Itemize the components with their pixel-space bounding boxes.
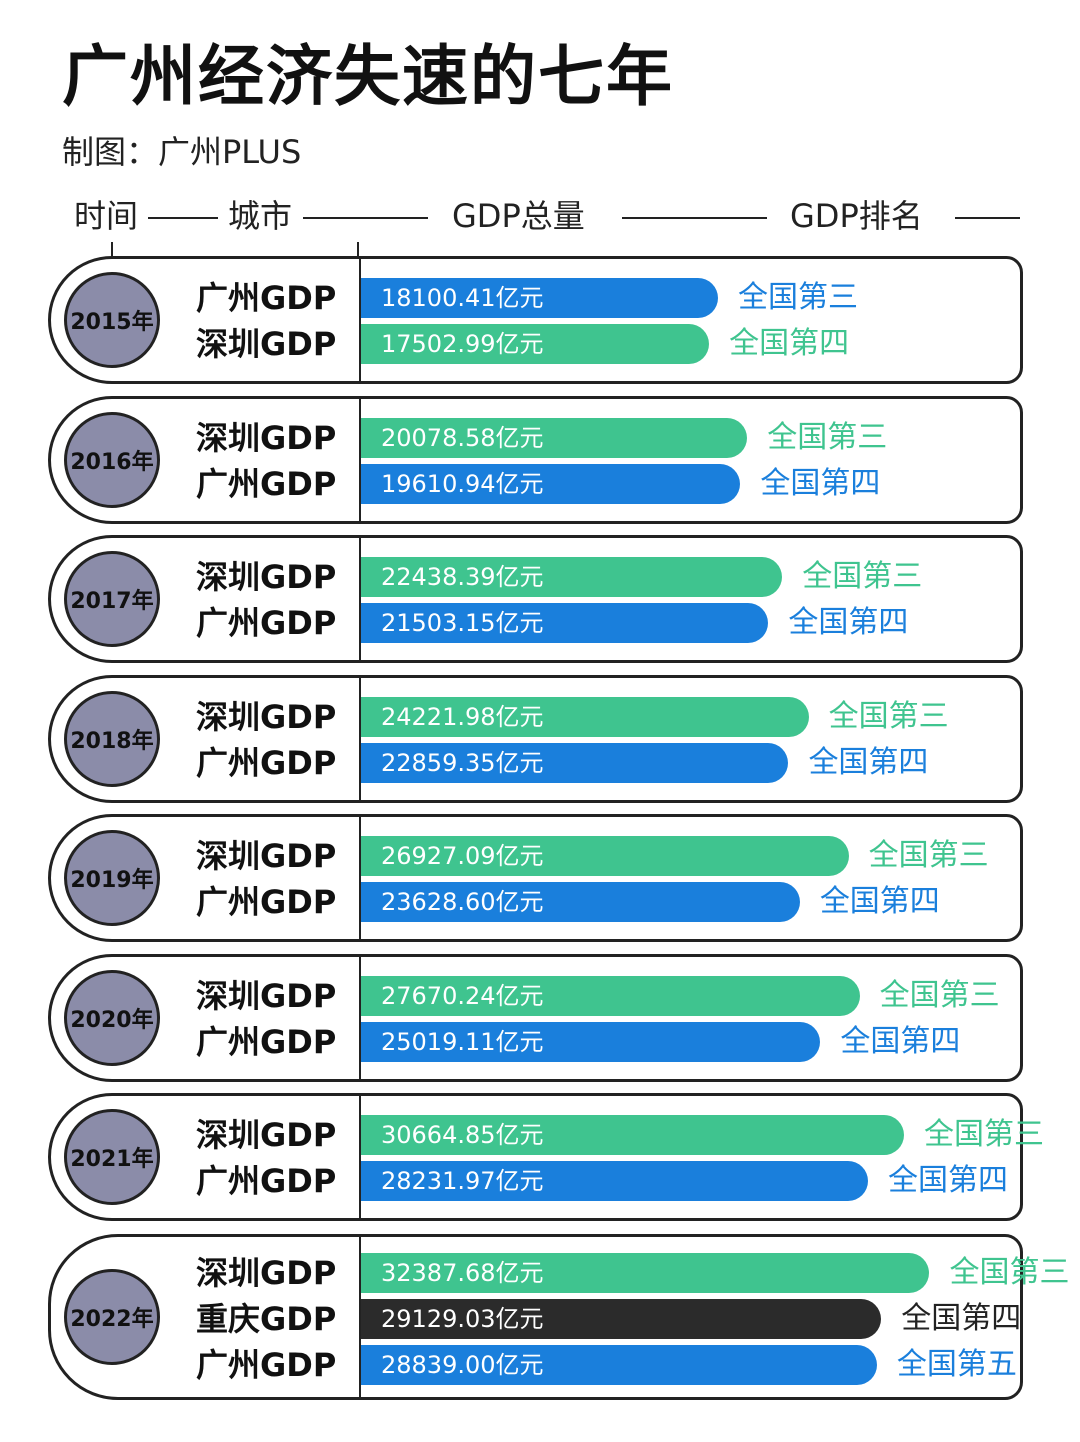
year-panel: 2021年 深圳GDP 30664.85亿元 全国第三广州GDP 28231.97亿元全…	[48, 1093, 1044, 1221]
city-label: 深圳GDP	[196, 558, 337, 596]
city-label: 广州GDP	[196, 1162, 337, 1200]
gdp-bar-guangzhou: 21503.15亿元	[361, 603, 769, 643]
year-badge: 2015年	[64, 272, 160, 368]
rank-label: 全国第四	[808, 744, 929, 780]
city-label: 广州GDP	[196, 883, 337, 921]
gdp-bar-guangzhou: 18100.41亿元	[361, 278, 718, 318]
rank-label: 全国第三	[949, 1255, 1070, 1290]
rank-label: 全国第四	[901, 1301, 1022, 1336]
column-divider	[359, 398, 361, 521]
page-title: 广州经济失速的七年	[62, 38, 674, 115]
city-label: 深圳GDP	[196, 697, 337, 736]
rank-label: 全国第四	[819, 884, 940, 919]
gdp-bar-shenzhen: 30664.85亿元	[361, 1115, 904, 1155]
gdp-bar-guangzhou: 28839.00亿元	[361, 1345, 877, 1385]
city-label: 深圳GDP	[196, 418, 337, 457]
rank-label: 全国第三	[738, 280, 858, 315]
gdp-bar-shenzhen: 27670.24亿元	[361, 975, 860, 1016]
gdp-bar-shenzhen: 24221.98亿元	[361, 696, 809, 737]
gdp-bar-guangzhou: 28231.97亿元	[361, 1161, 868, 1201]
year-badge: 2021年	[64, 1109, 160, 1205]
city-label: 深圳GDP	[196, 1254, 337, 1292]
rank-label: 全国第三	[923, 1117, 1044, 1152]
gdp-bar-shenzhen: 17502.99亿元	[361, 324, 710, 364]
gdp-bar-guangzhou: 23628.60亿元	[361, 882, 800, 922]
gdp-bar-shenzhen: 32387.68亿元	[361, 1253, 930, 1293]
city-label: 广州GDP	[196, 743, 337, 782]
year-panel: 2016年 深圳GDP 20078.58亿元 全国第三广州GDP 19610.94亿元全…	[48, 395, 1023, 524]
city-label: 深圳GDP	[196, 837, 337, 875]
column-divider	[359, 817, 361, 939]
timeline-tick	[111, 242, 113, 257]
city-label: 广州GDP	[196, 1022, 337, 1061]
year-badge: 2022年	[64, 1269, 160, 1365]
city-label: 广州GDP	[196, 1346, 337, 1384]
rank-label: 全国第三	[879, 977, 1000, 1013]
rank-label: 全国第三	[802, 559, 923, 594]
header-line	[303, 217, 428, 219]
gdp-bar-shenzhen: 20078.58亿元	[361, 417, 748, 458]
header-city: 城市	[228, 197, 293, 235]
rank-label: 全国第四	[760, 465, 881, 501]
column-divider	[359, 1237, 361, 1397]
year-badge: 2020年	[64, 969, 160, 1066]
year-badge: 2016年	[64, 411, 160, 508]
year-badge: 2018年	[64, 690, 160, 787]
column-divider	[359, 538, 361, 660]
year-panel: 2019年 深圳GDP 26927.09亿元 全国第三广州GDP 23628.60亿元全…	[48, 814, 1023, 942]
column-divider	[359, 259, 361, 381]
column-divider	[359, 956, 361, 1079]
header-gdp-rank: GDP排名	[790, 197, 923, 235]
rank-label: 全国第三	[767, 419, 888, 455]
header-gdp-total: GDP总量	[452, 197, 585, 235]
rank-label: 全国第四	[887, 1163, 1008, 1198]
header-line	[622, 217, 767, 219]
column-divider	[359, 1096, 361, 1218]
year-panel: 2022年 深圳GDP 32387.68亿元 全国第三重庆GDP 29129.03亿元全…	[48, 1234, 1069, 1400]
rank-label: 全国第四	[788, 605, 909, 640]
gdp-bar-shenzhen: 22438.39亿元	[361, 557, 783, 597]
city-label: 广州GDP	[196, 279, 337, 317]
gdp-bar-guangzhou: 25019.11亿元	[361, 1021, 821, 1062]
rank-label: 全国第四	[729, 326, 850, 361]
city-label: 深圳GDP	[196, 976, 337, 1015]
city-label: 广州GDP	[196, 464, 337, 503]
year-panel: 2017年 深圳GDP 22438.39亿元 全国第三广州GDP 21503.15亿元全…	[48, 535, 1023, 663]
header-line	[148, 217, 218, 219]
city-label: 深圳GDP	[196, 325, 337, 363]
gdp-bar-guangzhou: 19610.94亿元	[361, 463, 741, 504]
gdp-bar-shenzhen: 26927.09亿元	[361, 836, 849, 876]
header-time: 时间	[74, 197, 139, 235]
year-panel: 2020年 深圳GDP 27670.24亿元 全国第三广州GDP 25019.11亿元全…	[48, 953, 1023, 1082]
year-badge: 2017年	[64, 551, 160, 647]
gdp-bar-chongqing: 29129.03亿元	[361, 1299, 882, 1339]
rank-label: 全国第四	[840, 1023, 961, 1059]
subtitle: 制图：广州PLUS	[62, 133, 302, 171]
year-panel: 2018年 深圳GDP 24221.98亿元 全国第三广州GDP 22859.35亿元全…	[48, 674, 1023, 803]
rank-label: 全国第三	[828, 698, 949, 734]
year-panel: 2015年 广州GDP 18100.41亿元 全国第三深圳GDP 17502.99亿元全…	[48, 256, 1023, 384]
header-line	[955, 217, 1020, 219]
city-label: 重庆GDP	[196, 1300, 337, 1338]
city-label: 广州GDP	[196, 604, 337, 642]
gdp-bar-guangzhou: 22859.35亿元	[361, 742, 789, 783]
city-label: 深圳GDP	[196, 1116, 337, 1154]
year-badge: 2019年	[64, 830, 160, 926]
rank-label: 全国第五	[896, 1347, 1017, 1382]
rank-label: 全国第三	[868, 838, 989, 873]
column-tick	[357, 242, 359, 257]
column-divider	[359, 677, 361, 800]
